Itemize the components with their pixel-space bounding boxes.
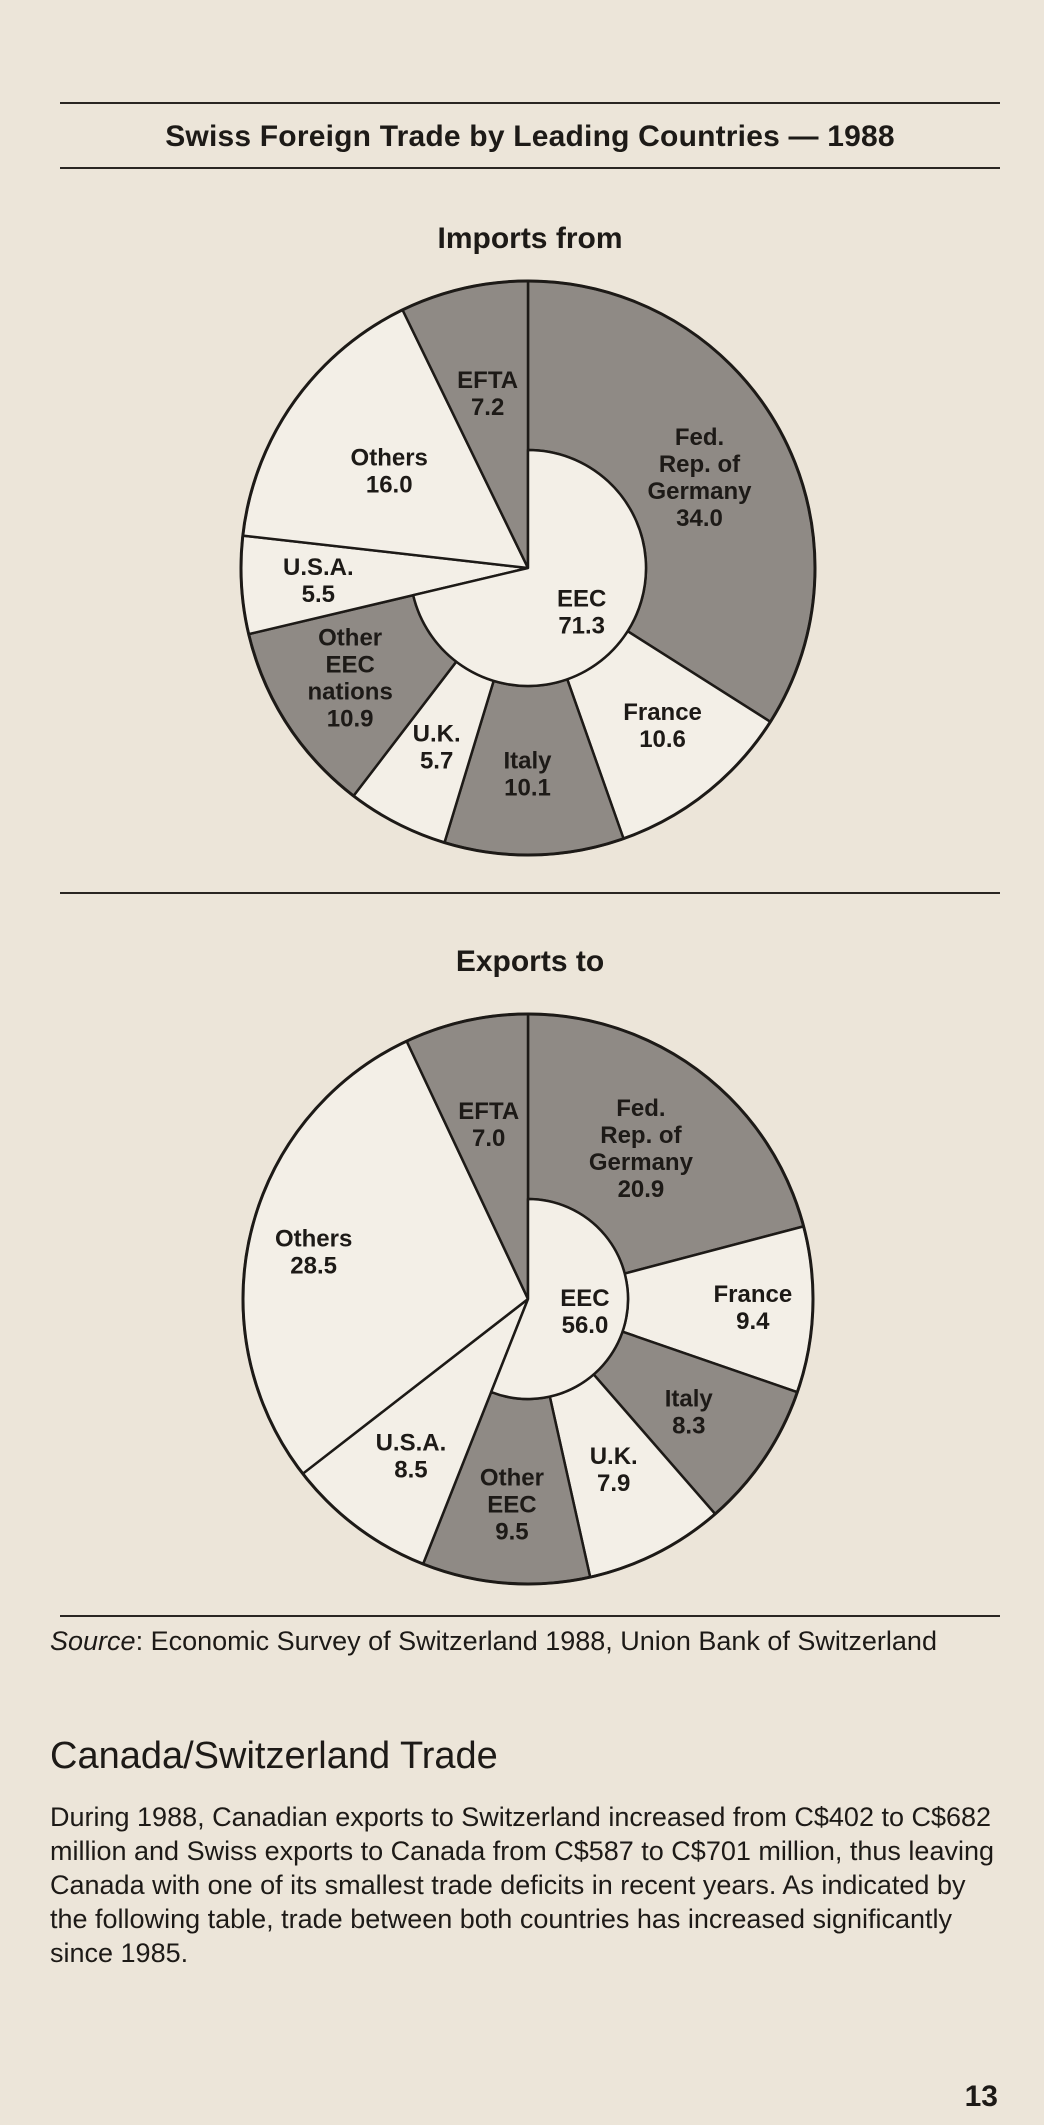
exports-chart-title: Exports to: [455, 945, 605, 978]
exports-to-value-efta: 7.0: [472, 1125, 505, 1152]
exports-to-eec-ring: [489, 1197, 630, 1401]
exports-to-name-others: Others: [275, 1226, 352, 1253]
imports-from-name-u-s-a: U.S.A.: [283, 554, 354, 581]
imports-from-value-efta: 7.2: [471, 394, 504, 421]
imports-from-eec-ring: [411, 448, 648, 688]
exports-to-name-italy: Italy: [665, 1385, 714, 1412]
imports-chart-title: Imports from: [437, 222, 623, 255]
imports-from-value-u-k: 5.7: [420, 747, 453, 774]
exports-to-eec-value: 56.0: [562, 1312, 609, 1339]
imports-from-name-other-eec-nations: Other: [318, 624, 382, 651]
exports-to-name-u-k: U.K.: [590, 1443, 638, 1470]
imports-from-name-others: Others: [351, 444, 428, 471]
imports-from-name-fed-rep-of-germany: Fed.: [675, 424, 724, 451]
imports-from-name-fed-rep-of-germany: Germany: [647, 478, 752, 505]
exports-to-label-u-k: U.K.7.9: [590, 1443, 638, 1497]
source-rule: [60, 1615, 1000, 1617]
exports-to-value-u-s-a: 8.5: [394, 1456, 427, 1483]
imports-from-label-u-k: U.K.5.7: [413, 720, 461, 774]
imports-from-name-u-k: U.K.: [413, 720, 461, 747]
exports-to-outline: [241, 1012, 815, 1586]
source-text: : Economic Survey of Switzerland 1988, U…: [135, 1626, 937, 1656]
imports-from-value-u-s-a: 5.5: [302, 581, 335, 608]
imports-from-value-fed-rep-of-germany: 34.0: [676, 505, 723, 532]
exports-to-label-u-s-a: U.S.A.8.5: [376, 1429, 447, 1483]
imports-from-name-other-eec-nations: EEC: [325, 651, 374, 678]
exports-to-value-fed-rep-of-germany: 20.9: [618, 1176, 665, 1203]
exports-to-name-other-eec: EEC: [487, 1491, 536, 1518]
imports-from-name-other-eec-nations: nations: [307, 678, 392, 705]
imports-from-eec-label: EEC: [557, 585, 606, 612]
imports-pie-chart: Fed.Rep. ofGermany34.0France10.6Italy10.…: [239, 279, 817, 857]
imports-from-outline: [239, 279, 817, 857]
middle-rule: [60, 892, 1000, 894]
exports-to-name-france: France: [714, 1281, 793, 1308]
top-rule: [60, 102, 1000, 104]
imports-from-eec-value: 71.3: [558, 612, 605, 639]
section-heading: Canada/Switzerland Trade: [50, 1735, 498, 1777]
exports-to-name-efta: EFTA: [458, 1098, 519, 1125]
source-note: Source: Economic Survey of Switzerland 1…: [50, 1625, 1000, 1658]
imports-from-name-fed-rep-of-germany: Rep. of: [659, 451, 741, 478]
imports-from-label-u-s-a: U.S.A.5.5: [283, 554, 354, 608]
exports-to-name-other-eec: Other: [480, 1464, 544, 1491]
imports-from-name-italy: Italy: [503, 747, 552, 774]
imports-from-value-france: 10.6: [639, 726, 686, 753]
imports-from-value-other-eec-nations: 10.9: [327, 705, 374, 732]
section-body: During 1988, Canadian exports to Switzer…: [50, 1802, 994, 1968]
exports-to-value-italy: 8.3: [672, 1412, 705, 1439]
imports-from-value-italy: 10.1: [504, 774, 551, 801]
exports-to-name-fed-rep-of-germany: Germany: [589, 1149, 694, 1176]
exports-to-value-other-eec: 9.5: [495, 1518, 528, 1545]
page-number: 13: [964, 2080, 998, 2113]
exports-to-eec-label: EEC: [560, 1285, 609, 1312]
page-title: Swiss Foreign Trade by Leading Countries…: [165, 120, 895, 153]
exports-to-name-fed-rep-of-germany: Rep. of: [600, 1122, 682, 1149]
exports-to-name-fed-rep-of-germany: Fed.: [616, 1095, 665, 1122]
exports-to-name-u-s-a: U.S.A.: [376, 1429, 447, 1456]
exports-to-value-others: 28.5: [290, 1253, 337, 1280]
imports-from-name-france: France: [623, 699, 702, 726]
source-label: Source: [50, 1626, 136, 1656]
imports-from-name-efta: EFTA: [457, 367, 518, 394]
exports-to-value-france: 9.4: [736, 1308, 770, 1335]
imports-from-value-others: 16.0: [366, 471, 413, 498]
title-rule: [60, 167, 1000, 169]
exports-to-value-u-k: 7.9: [597, 1470, 630, 1497]
